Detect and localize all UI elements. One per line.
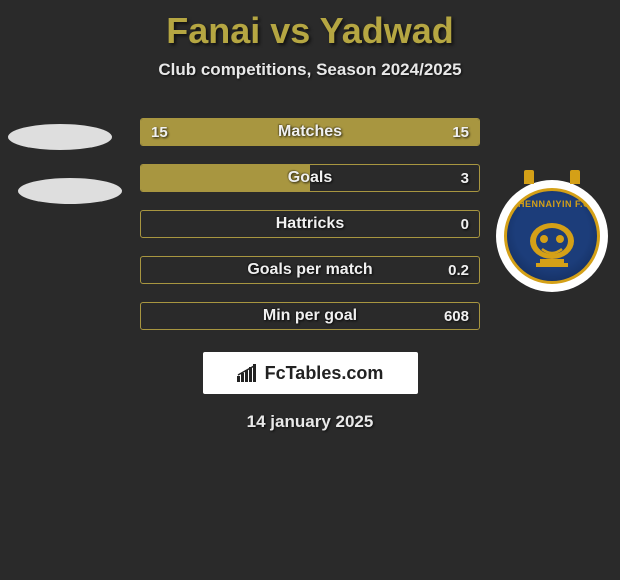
branding-text: FcTables.com — [265, 363, 384, 384]
subtitle: Club competitions, Season 2024/2025 — [0, 60, 620, 80]
bar-chart-icon — [237, 364, 259, 382]
stat-right-value: 3 — [461, 170, 469, 187]
stat-label: Goals — [288, 169, 332, 187]
badge-club-name: CHENNAIYIN F.C. — [507, 199, 597, 209]
stat-right-value: 0 — [461, 216, 469, 233]
bar-fill-left — [141, 165, 310, 191]
trophy-icon — [570, 170, 580, 184]
left-team-placeholder-1 — [8, 124, 112, 150]
stat-bar-goals: Goals 3 — [140, 164, 480, 192]
stat-bar-min-per-goal: Min per goal 608 — [140, 302, 480, 330]
stat-right-value: 608 — [444, 308, 469, 325]
stat-label: Matches — [278, 123, 342, 141]
page-title: Fanai vs Yadwad — [0, 0, 620, 52]
badge-inner: CHENNAIYIN F.C. — [504, 188, 600, 284]
left-team-placeholder-2 — [18, 178, 122, 204]
stat-bar-goals-per-match: Goals per match 0.2 — [140, 256, 480, 284]
trophy-icon — [524, 170, 534, 184]
badge-crest-icon — [522, 219, 582, 271]
stat-right-value: 15 — [452, 124, 469, 141]
stat-bar-matches: 15 Matches 15 — [140, 118, 480, 146]
stat-label: Hattricks — [276, 215, 344, 233]
date-label: 14 january 2025 — [0, 412, 620, 432]
stat-right-value: 0.2 — [448, 262, 469, 279]
stat-label: Goals per match — [247, 261, 372, 279]
right-team-badge: CHENNAIYIN F.C. — [496, 180, 608, 292]
branding-box: FcTables.com — [203, 352, 418, 394]
stat-label: Min per goal — [263, 307, 357, 325]
stat-left-value: 15 — [151, 124, 168, 141]
stat-bar-hattricks: Hattricks 0 — [140, 210, 480, 238]
